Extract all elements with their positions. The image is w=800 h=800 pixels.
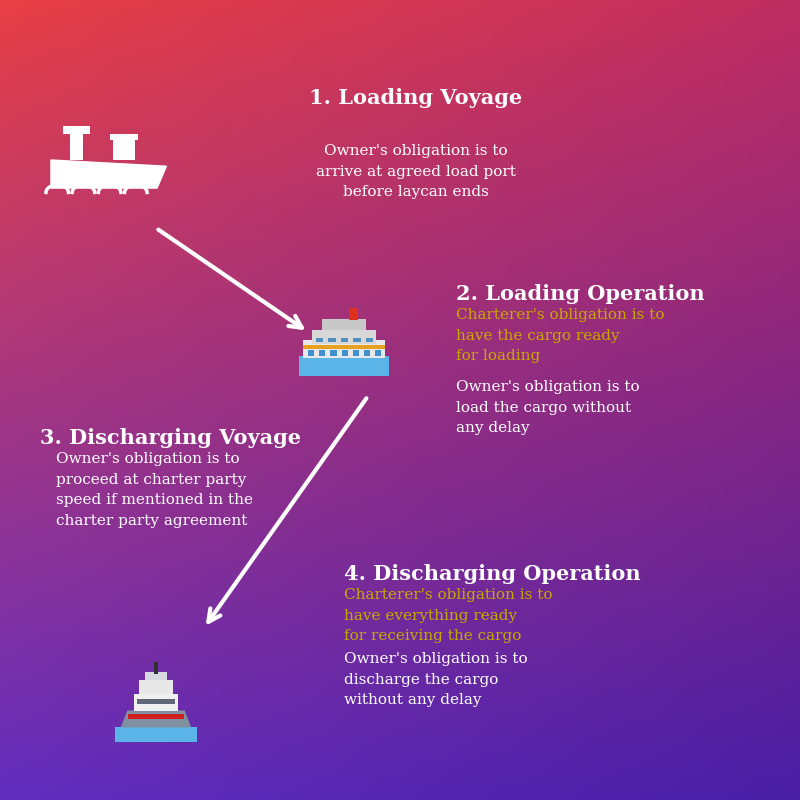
Text: 2. Loading Operation: 2. Loading Operation xyxy=(456,284,705,304)
Bar xyxy=(319,350,326,357)
Bar xyxy=(308,350,314,357)
Bar xyxy=(145,672,167,680)
Bar xyxy=(70,126,83,160)
Bar xyxy=(322,319,366,330)
Text: Charterer's obligation is to
have everything ready
for receiving the cargo: Charterer's obligation is to have everyt… xyxy=(344,588,553,643)
Bar xyxy=(349,308,358,320)
Bar xyxy=(303,345,385,349)
Bar xyxy=(341,338,348,342)
Bar xyxy=(154,662,158,674)
Bar xyxy=(316,338,323,342)
Text: 4. Discharging Operation: 4. Discharging Operation xyxy=(344,564,641,584)
Text: 3. Discharging Voyage: 3. Discharging Voyage xyxy=(40,428,301,448)
Text: 1. Loading Voyage: 1. Loading Voyage xyxy=(310,88,522,108)
Bar xyxy=(134,694,178,711)
Text: Owner's obligation is to
load the cargo without
any delay: Owner's obligation is to load the cargo … xyxy=(456,380,640,435)
Bar xyxy=(354,338,361,342)
Text: Owner's obligation is to
discharge the cargo
without any delay: Owner's obligation is to discharge the c… xyxy=(344,652,528,707)
Bar xyxy=(115,726,197,742)
Bar xyxy=(328,338,336,342)
Bar xyxy=(366,338,374,342)
Bar xyxy=(311,330,377,344)
Bar xyxy=(138,699,174,704)
Bar xyxy=(330,350,337,357)
Text: Owner's obligation is to
arrive at agreed load port
before laycan ends: Owner's obligation is to arrive at agree… xyxy=(316,144,516,199)
Text: Owner's obligation is to
proceed at charter party
speed if mentioned in the
char: Owner's obligation is to proceed at char… xyxy=(56,452,253,528)
Bar xyxy=(353,350,359,357)
Text: Charterer's obligation is to
have the cargo ready
for loading: Charterer's obligation is to have the ca… xyxy=(456,308,665,363)
Bar xyxy=(375,350,382,357)
Bar xyxy=(138,680,174,694)
Polygon shape xyxy=(122,711,190,726)
Bar xyxy=(364,350,370,357)
Bar xyxy=(114,140,135,160)
Polygon shape xyxy=(51,160,166,188)
Bar xyxy=(63,126,90,134)
Bar xyxy=(110,134,138,140)
Bar xyxy=(299,357,389,377)
Bar xyxy=(303,340,385,358)
Bar xyxy=(128,714,184,719)
Bar xyxy=(342,350,348,357)
